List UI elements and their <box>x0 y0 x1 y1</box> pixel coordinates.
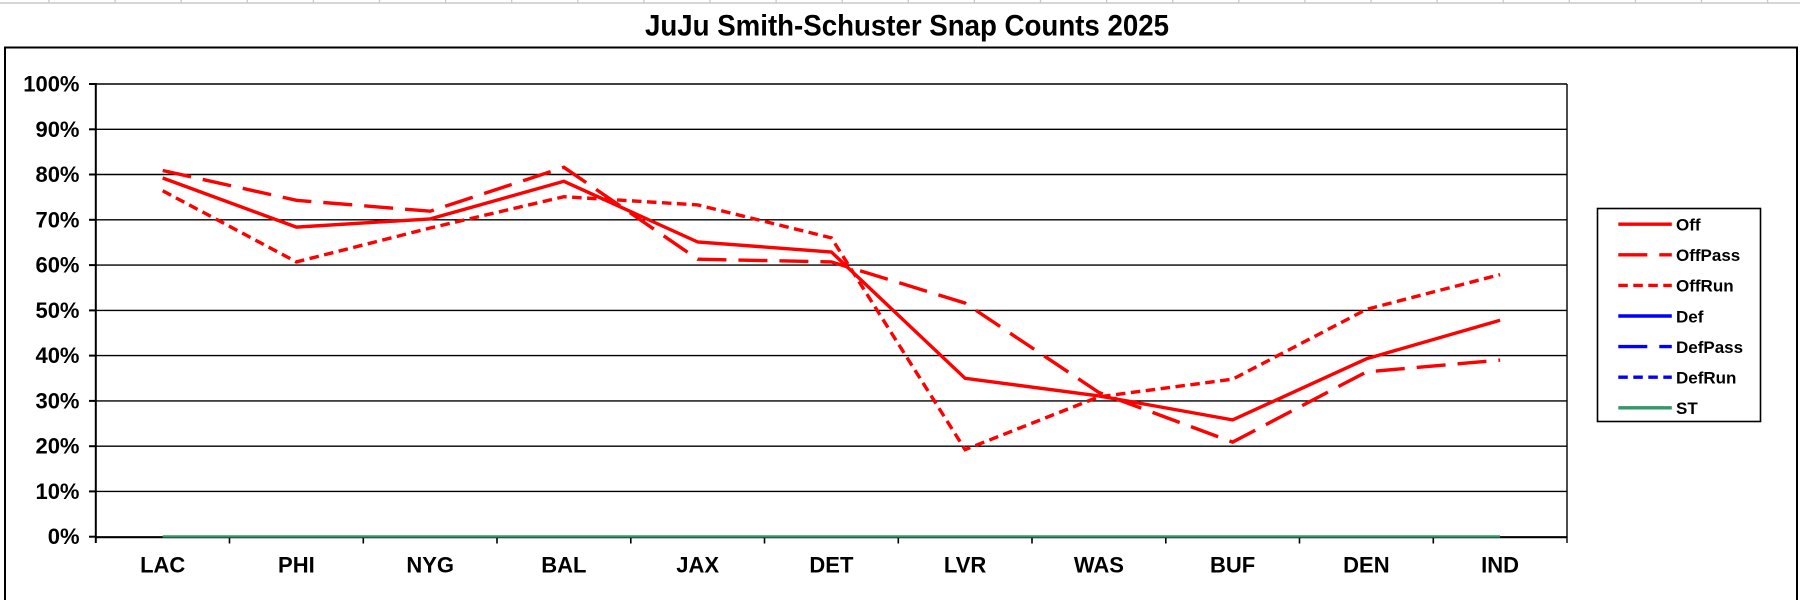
svg-text:40%: 40% <box>35 343 79 368</box>
svg-text:NYG: NYG <box>406 553 454 578</box>
svg-text:LVR: LVR <box>944 553 986 578</box>
svg-text:JAX: JAX <box>676 553 719 578</box>
svg-text:90%: 90% <box>35 117 79 142</box>
svg-text:70%: 70% <box>35 207 79 232</box>
svg-text:0%: 0% <box>48 524 80 549</box>
svg-text:60%: 60% <box>35 253 79 278</box>
svg-text:JuJu Smith-Schuster Snap Count: JuJu Smith-Schuster Snap Counts 2025 <box>645 10 1169 43</box>
svg-text:BUF: BUF <box>1210 553 1255 578</box>
svg-text:80%: 80% <box>35 162 79 187</box>
svg-text:PHI: PHI <box>278 553 315 578</box>
svg-text:50%: 50% <box>35 298 79 323</box>
svg-text:OffPass: OffPass <box>1676 246 1740 265</box>
svg-text:LAC: LAC <box>140 553 185 578</box>
svg-text:OffRun: OffRun <box>1676 277 1734 296</box>
svg-text:DefRun: DefRun <box>1676 369 1736 388</box>
svg-text:Def: Def <box>1676 307 1704 326</box>
svg-text:DET: DET <box>809 553 854 578</box>
svg-text:10%: 10% <box>35 479 79 504</box>
svg-text:20%: 20% <box>35 434 79 459</box>
svg-text:ST: ST <box>1676 399 1698 418</box>
svg-text:DefPass: DefPass <box>1676 338 1743 357</box>
svg-text:Off: Off <box>1676 216 1701 235</box>
svg-text:30%: 30% <box>35 388 79 413</box>
svg-text:BAL: BAL <box>541 553 586 578</box>
svg-text:WAS: WAS <box>1074 553 1124 578</box>
svg-text:IND: IND <box>1481 553 1519 578</box>
svg-text:100%: 100% <box>23 72 79 97</box>
svg-text:DEN: DEN <box>1343 553 1389 578</box>
